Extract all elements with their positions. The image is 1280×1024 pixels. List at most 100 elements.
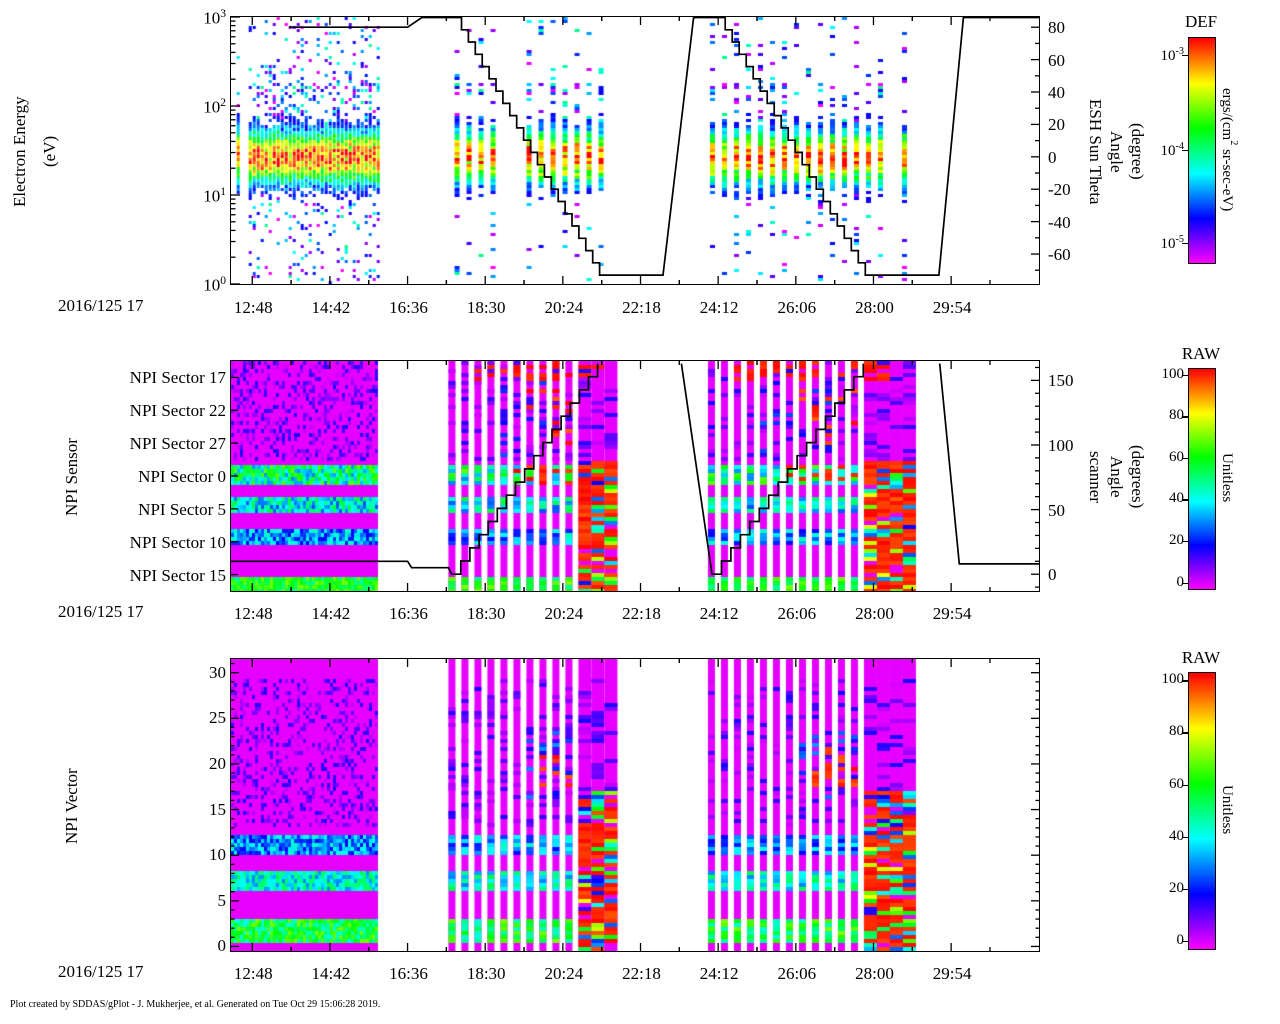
p1-right-tick-label: 80 (1048, 18, 1065, 38)
p2-colorbar-title: RAW (1181, 344, 1221, 363)
x-tick-label: 24:12 (699, 604, 739, 623)
p2-sector-label: NPI Sector 27 (129, 434, 226, 454)
p2-colorbar-tick-label: 60 (1169, 448, 1184, 465)
p2-colorbar (1188, 368, 1216, 590)
p1-colorbar-tick-label: 10-3 (1160, 46, 1185, 64)
p3-colorbar-tick (1182, 732, 1188, 734)
p2-y-axis-title: NPI Sensor (62, 438, 81, 516)
p1-colorbar (1188, 37, 1216, 264)
p3-colorbar-gradient (1189, 673, 1215, 949)
p2-colorbar-tick (1182, 540, 1188, 543)
p1-y-tick-label: 100 (203, 274, 226, 295)
x-tick-label: 29:54 (932, 964, 972, 983)
p2-colorbar-tick-label: 40 (1169, 490, 1184, 507)
p2-sector-label: NPI Sector 15 (129, 565, 226, 585)
p1-colorbar-unit: ergs/(cm2 sr-sec-eV) (1219, 88, 1239, 212)
p2-colorbar-tick-label: 100 (1161, 365, 1185, 382)
x-tick-label: 22:18 (622, 964, 661, 983)
p1-right-tick-label: 0 (1048, 147, 1057, 167)
p2-colorbar-tick-label: 80 (1169, 407, 1184, 424)
p3-y-tick-label: 20 (209, 753, 226, 773)
p1-colorbar-title: DEF (1184, 12, 1218, 31)
p2-date-label: 2016/125 17 (58, 602, 144, 621)
p2-sector-label: NPI Sector 22 (129, 401, 226, 421)
p1-right-axis-unit: (degree) (1128, 123, 1147, 180)
p1-y-tick-label: 102 (203, 96, 226, 117)
p2-colorbar-tick-label: 20 (1169, 531, 1184, 548)
x-tick-label: 20:24 (544, 298, 584, 317)
x-tick-label: 18:30 (466, 298, 506, 317)
p1-colorbar-tick (1182, 55, 1188, 57)
p3-y-tick-label: 10 (209, 845, 226, 865)
p1-y-tick-label: 103 (203, 7, 226, 28)
p1-right-axis-label-angle: Angle (1107, 130, 1126, 173)
p3-colorbar (1188, 672, 1216, 950)
x-tick-label: 16:36 (389, 604, 428, 623)
p3-colorbar-tick-label: 100 (1161, 671, 1185, 688)
x-tick-label: 28:00 (855, 604, 894, 623)
p1-right-tick-label: 40 (1048, 83, 1065, 102)
p3-colorbar-tick-label: 60 (1169, 775, 1184, 792)
x-tick-label: 29:54 (932, 298, 972, 317)
electron-energy-heatmap-canvas (231, 17, 1039, 284)
p3-y-tick-label: 30 (209, 662, 226, 682)
x-tick-label: 14:42 (311, 298, 351, 317)
p2-colorbar-tick (1182, 582, 1188, 584)
x-tick-label: 16:36 (389, 298, 428, 317)
p2-colorbar-gradient (1189, 369, 1215, 589)
p1-y-axis-unit: (eV) (40, 135, 59, 168)
p2-colorbar-tick (1182, 499, 1188, 501)
x-tick-label: 24:12 (699, 964, 739, 983)
p1-colorbar-tick-label: 10-4 (1160, 140, 1185, 159)
p3-colorbar-tick-label: 80 (1169, 723, 1184, 740)
x-tick-label: 20:24 (544, 604, 584, 623)
p1-y-tick-label: 101 (203, 185, 226, 206)
p3-colorbar-tick (1182, 784, 1188, 786)
p2-right-tick-label: 100 (1048, 435, 1074, 455)
p2-right-tick-label: 150 (1048, 371, 1074, 391)
p3-plot-area (230, 658, 1040, 952)
x-tick-label: 12:48 (233, 964, 273, 983)
p3-date-label: 2016/125 17 (58, 962, 144, 981)
x-tick-label: 12:48 (233, 298, 273, 317)
x-tick-label: 28:00 (855, 964, 894, 983)
x-tick-label: 26:06 (777, 604, 817, 623)
p2-colorbar-tick (1182, 457, 1188, 460)
x-tick-label: 22:18 (622, 604, 661, 623)
p3-y-tick-label: 5 (217, 890, 227, 910)
p1-plot-area (230, 16, 1040, 285)
x-tick-label: 14:42 (311, 604, 351, 623)
x-tick-label: 22:18 (622, 298, 661, 317)
p3-colorbar-tick (1182, 836, 1188, 839)
p3-y-tick-label: 0 (217, 936, 227, 956)
p1-date-label: 2016/125 17 (58, 296, 144, 315)
p3-colorbar-title: RAW (1181, 648, 1221, 667)
x-tick-label: 24:12 (699, 298, 739, 317)
p3-y-axis-title: NPI Vector (62, 768, 81, 844)
p2-right-axis-label-angle: Angle (1107, 456, 1126, 498)
x-tick-label: 20:24 (544, 964, 584, 983)
p2-plot-area (230, 360, 1040, 592)
p2-sector-label: NPI Sector 0 (138, 467, 226, 486)
p3-colorbar-tick-label: 20 (1169, 879, 1184, 896)
p3-colorbar-tick (1182, 941, 1188, 943)
footer-credit: Plot created by SDDAS/gPlot - J. Mukherj… (10, 999, 381, 1010)
p1-colorbar-gradient (1189, 38, 1215, 263)
p2-colorbar-tick (1182, 374, 1188, 376)
p1-colorbar-tick (1182, 242, 1188, 245)
x-tick-label: 16:36 (389, 964, 428, 983)
x-tick-label: 29:54 (932, 604, 972, 623)
p3-colorbar-tick-label: 0 (1176, 932, 1185, 949)
x-tick-label: 26:06 (777, 964, 817, 983)
p2-sector-label: NPI Sector 17 (129, 368, 226, 388)
p3-y-tick-label: 25 (209, 708, 226, 728)
p1-right-tick-label: -60 (1048, 245, 1071, 265)
p1-right-tick-label: -40 (1048, 212, 1071, 232)
p3-colorbar-tick (1182, 888, 1188, 891)
p1-colorbar-tick-label: 10-5 (1160, 233, 1185, 252)
x-tick-label: 26:06 (777, 298, 817, 317)
p2-colorbar-tick-label: 0 (1176, 573, 1185, 590)
x-tick-label: 18:30 (466, 604, 506, 623)
p2-right-tick-label: 50 (1048, 500, 1065, 520)
